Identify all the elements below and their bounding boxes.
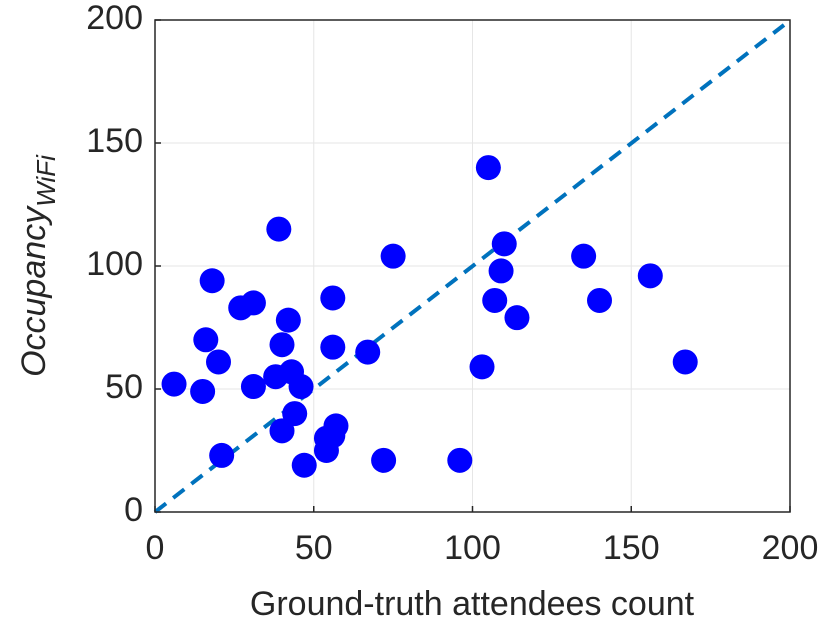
x-tick-label: 50: [295, 529, 333, 567]
point: [240, 374, 266, 400]
reference-line: [153, 23, 786, 514]
point: [161, 371, 187, 397]
point: [288, 374, 314, 400]
point: [587, 287, 612, 313]
point: [320, 334, 346, 360]
point: [371, 447, 397, 473]
point: [637, 263, 663, 289]
point: [269, 418, 295, 444]
point: [282, 401, 308, 427]
point: [266, 216, 292, 242]
x-tick-label: 0: [146, 529, 165, 567]
point: [209, 442, 235, 468]
point: [488, 258, 514, 284]
x-tick-label: 100: [444, 529, 501, 567]
point: [269, 332, 295, 358]
point: [491, 231, 517, 257]
point: [355, 339, 381, 365]
point: [469, 354, 495, 380]
point: [320, 285, 346, 311]
point: [571, 243, 597, 269]
y-axis-label-subscript: WiFi: [31, 154, 61, 207]
point: [190, 378, 216, 404]
point: [240, 290, 266, 316]
y-axis-label: OccupancyWiFi: [15, 154, 61, 377]
plot-frame: [154, 19, 791, 513]
y-tick-label: 50: [105, 368, 143, 406]
y-tick-label: 200: [86, 0, 143, 37]
y-tick-label: 100: [86, 245, 143, 283]
point: [291, 452, 317, 478]
point: [447, 447, 473, 473]
x-tick-label: 150: [603, 529, 660, 567]
y-tick-label: 150: [86, 122, 143, 160]
point: [199, 268, 225, 294]
point: [482, 287, 508, 313]
point: [475, 155, 501, 181]
x-tick-label: 200: [762, 529, 819, 567]
point: [193, 327, 219, 353]
x-axis-label: Ground-truth attendees count: [250, 585, 695, 623]
point: [380, 243, 406, 269]
point: [672, 349, 698, 375]
point: [323, 413, 349, 439]
y-tick-label: 0: [124, 491, 143, 529]
point: [275, 307, 301, 333]
y-axis-label-main: Occupancy: [15, 205, 53, 377]
point: [504, 305, 530, 331]
point: [206, 349, 231, 375]
